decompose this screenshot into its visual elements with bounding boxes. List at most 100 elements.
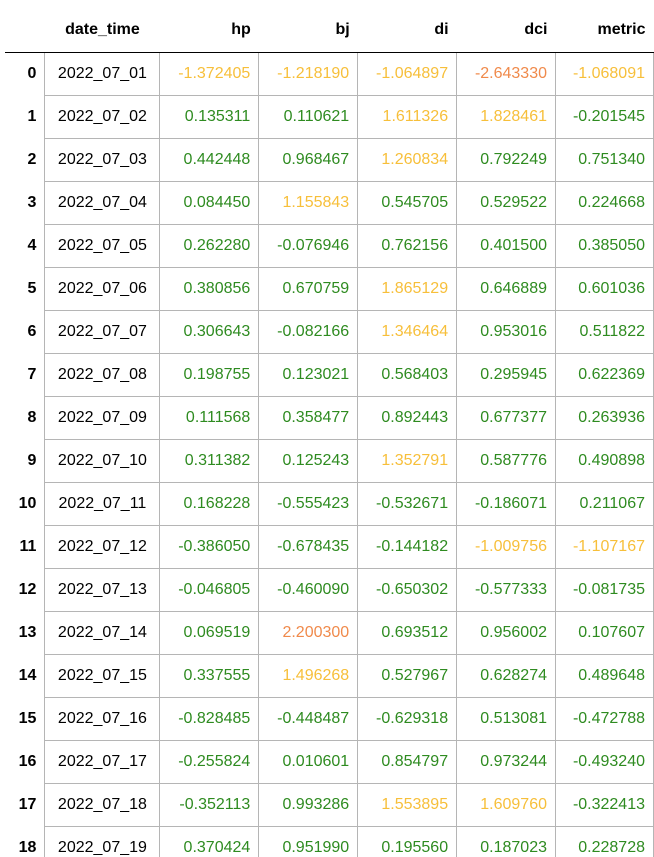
header-row: date_time hp bj di dci metric [5,8,654,53]
bj-cell: 0.010601 [258,739,359,784]
bj-cell: 0.110621 [258,94,359,139]
di-cell: 0.568403 [357,352,458,397]
metric-cell: -0.493240 [555,739,654,784]
dci-cell: 0.953016 [456,309,556,354]
dci-cell: 0.529522 [456,180,556,225]
header-index [5,8,45,53]
metric-cell: 0.601036 [555,266,654,311]
row-index: 0 [27,64,37,82]
date-time-cell: 2022_07_13 [44,567,161,612]
header-dci: dci [456,8,556,53]
row-index: 12 [18,580,37,598]
hp-cell: 0.084450 [159,180,260,225]
metric-cell: 0.224668 [555,180,654,225]
di-cell: 0.195560 [357,825,458,857]
table-row: 5 2022_07_06 0.380856 0.670759 1.865129 0.646… [5,266,654,311]
table-row: 10 2022_07_11 0.168228 -0.555423 -0.532671 -0… [5,481,654,526]
di-cell: 1.553895 [357,782,458,827]
di-cell: 0.527967 [357,653,458,698]
hp-cell: -0.386050 [159,524,260,569]
row-index: 5 [27,279,37,297]
dci-cell: 0.973244 [456,739,556,784]
di-cell: 0.693512 [357,610,458,655]
di-cell: 1.611326 [357,94,458,139]
row-index: 4 [27,236,37,254]
dci-cell: 0.646889 [456,266,556,311]
date-time-cell: 2022_07_09 [44,395,161,440]
metric-cell: 0.511822 [555,309,654,354]
di-cell: -0.144182 [357,524,458,569]
metric-cell: 0.228728 [555,825,654,857]
hp-cell: -0.828485 [159,696,260,741]
date-time-cell: 2022_07_01 [44,51,161,96]
date-time-cell: 2022_07_08 [44,352,161,397]
header-metric: metric [555,8,654,53]
di-cell: 1.260834 [357,137,458,182]
hp-cell: 0.262280 [159,223,260,268]
metric-cell: -0.201545 [555,94,654,139]
table-row: 18 2022_07_19 0.370424 0.951990 0.195560 0.18… [5,825,654,857]
date-time-cell: 2022_07_16 [44,696,161,741]
header-bj: bj [258,8,358,53]
di-cell: -1.064897 [357,51,458,96]
bj-cell: -0.448487 [258,696,359,741]
row-index: 10 [18,494,37,512]
di-cell: 0.854797 [357,739,458,784]
bj-cell: -0.555423 [258,481,359,526]
bj-cell: 0.125243 [258,438,359,483]
bj-cell: -0.076946 [258,223,359,268]
date-time-cell: 2022_07_14 [44,610,161,655]
di-cell: -0.532671 [357,481,458,526]
metric-cell: 0.211067 [555,481,654,526]
table-body: 0 2022_07_01 -1.372405 -1.218190 -1.064897 -2… [5,51,654,857]
bj-cell: -0.082166 [258,309,359,354]
bj-cell: 1.496268 [258,653,359,698]
bj-cell: 0.358477 [258,395,359,440]
hp-cell: 0.111568 [159,395,260,440]
dci-cell: 0.792249 [456,137,556,182]
di-cell: 0.762156 [357,223,458,268]
date-time-cell: 2022_07_10 [44,438,161,483]
hp-cell: 0.306643 [159,309,260,354]
hp-cell: 0.069519 [159,610,260,655]
table-header: date_time hp bj di dci metric [5,8,654,53]
dci-cell: 0.628274 [456,653,556,698]
row-index: 9 [27,451,37,469]
dci-cell: -0.186071 [456,481,556,526]
table-row: 4 2022_07_05 0.262280 -0.076946 0.762156 0.40… [5,223,654,268]
table-row: 9 2022_07_10 0.311382 0.125243 1.352791 0.587… [5,438,654,483]
hp-cell: 0.198755 [159,352,260,397]
bj-cell: -0.678435 [258,524,359,569]
hp-cell: -0.352113 [159,782,260,827]
row-index: 8 [27,408,37,426]
dci-cell: 0.187023 [456,825,556,857]
bj-cell: 0.968467 [258,137,359,182]
table-row: 3 2022_07_04 0.084450 1.155843 0.545705 0.529… [5,180,654,225]
dci-cell: -2.643330 [456,51,556,96]
dci-cell: 0.513081 [456,696,556,741]
date-time-cell: 2022_07_11 [44,481,161,526]
metric-cell: 0.751340 [555,137,654,182]
table-row: 15 2022_07_16 -0.828485 -0.448487 -0.629318 0… [5,696,654,741]
table-row: 13 2022_07_14 0.069519 2.200300 0.693512 0.95… [5,610,654,655]
table-row: 8 2022_07_09 0.111568 0.358477 0.892443 0.677… [5,395,654,440]
bj-cell: -1.218190 [258,51,359,96]
date-time-cell: 2022_07_06 [44,266,161,311]
date-time-cell: 2022_07_18 [44,782,161,827]
date-time-cell: 2022_07_12 [44,524,161,569]
row-index: 15 [18,709,37,727]
table-row: 1 2022_07_02 0.135311 0.110621 1.611326 1.828… [5,94,654,139]
table-row: 11 2022_07_12 -0.386050 -0.678435 -0.144182-… [5,524,654,569]
metric-cell: 0.490898 [555,438,654,483]
date-time-cell: 2022_07_17 [44,739,161,784]
dci-cell: 0.295945 [456,352,556,397]
header-di: di [357,8,457,53]
metric-cell: -0.472788 [555,696,654,741]
header-date-time: date_time [44,8,160,53]
row-index: 3 [27,193,37,211]
table-row: 14 2022_07_15 0.337555 1.496268 0.527967 0.62… [5,653,654,698]
hp-cell: 0.311382 [159,438,260,483]
hp-cell: -0.046805 [159,567,260,612]
metric-cell: 0.622369 [555,352,654,397]
metric-cell: 0.385050 [555,223,654,268]
